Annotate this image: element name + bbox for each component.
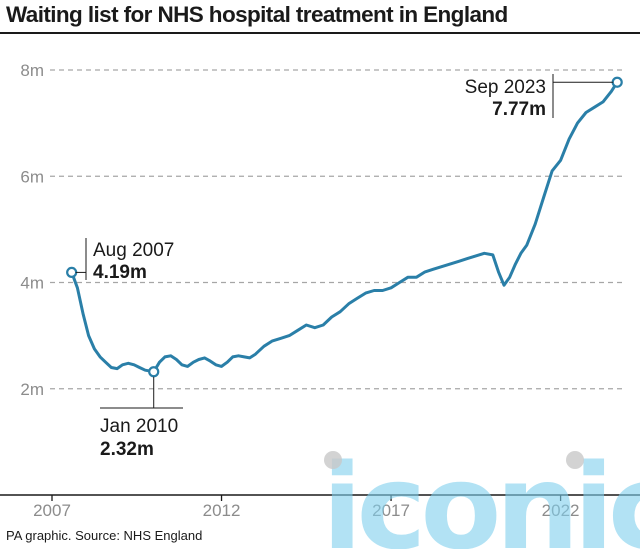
gridlines (50, 69, 625, 390)
annotation-value: 4.19m (93, 262, 147, 283)
highlight-point (148, 366, 160, 378)
y-tick-label: 4m (20, 274, 44, 293)
annotation-date: Jan 2010 (100, 416, 178, 437)
source-note: PA graphic. Source: NHS England (6, 528, 203, 543)
watermark-dot (324, 451, 342, 469)
watermark-dot (566, 451, 584, 469)
chart-title: Waiting list for NHS hospital treatment … (6, 2, 508, 27)
highlight-point (66, 266, 78, 279)
y-tick-label: 8m (20, 61, 44, 80)
iconic-watermark: iconic (322, 438, 640, 549)
x-tick-label: 2022 (542, 501, 580, 520)
x-tick-label: 2017 (372, 501, 410, 520)
x-axis-ticks: 2007 2012 2017 2022 (33, 495, 579, 520)
x-tick-label: 2012 (203, 501, 241, 520)
title-rule (0, 32, 640, 34)
y-tick-label: 6m (20, 167, 44, 186)
y-axis-ticks: 2m 4m 6m 8m (20, 61, 44, 399)
annotation-date: Aug 2007 (93, 240, 174, 261)
annotation-value: 2.32m (100, 439, 154, 460)
annotation-value: 7.77m (492, 99, 546, 120)
y-tick-label: 2m (20, 380, 44, 399)
highlight-point (611, 76, 623, 88)
x-tick-label: 2007 (33, 501, 71, 520)
annotation-date: Sep 2023 (465, 77, 546, 98)
data-points (66, 76, 623, 378)
watermark-text: iconic (322, 438, 640, 549)
series-line-waiting-list (70, 80, 619, 374)
